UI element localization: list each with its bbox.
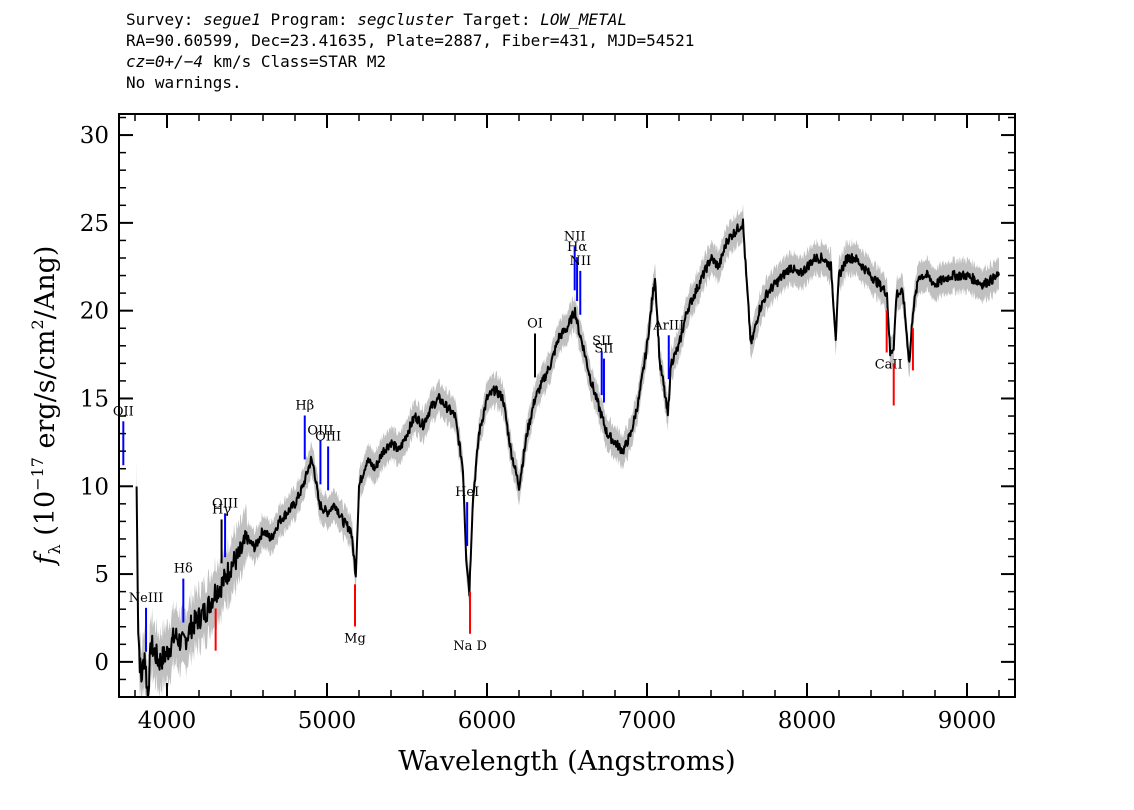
marker-label: CaII xyxy=(875,357,903,372)
x-tick-label: 7000 xyxy=(618,708,677,734)
marker-label: OIII xyxy=(307,423,333,438)
marker-oi-9: OI xyxy=(527,317,543,378)
x-tick-label: 4000 xyxy=(138,708,197,734)
y-tick-label: 0 xyxy=(94,650,109,676)
x-tick-label: 5000 xyxy=(298,708,357,734)
marker-nii-12: NII xyxy=(569,254,591,315)
y-tick-label: 15 xyxy=(80,386,109,412)
survey-label: Survey: xyxy=(126,10,194,29)
x-tick-label: 8000 xyxy=(778,708,837,734)
header-line-2: RA=90.60599, Dec=23.41635, Plate=2887, F… xyxy=(126,31,695,50)
marker-label: HeI xyxy=(455,485,479,500)
marker-hγ-3: Hγ xyxy=(212,502,231,564)
marker-hδ-2: Hδ xyxy=(174,562,193,623)
marker-label: ArIII xyxy=(652,318,684,333)
marker-label: Hβ xyxy=(295,399,314,414)
y-tick-label: 20 xyxy=(80,299,109,325)
marker-hei-8: HeI xyxy=(455,485,479,546)
marker-label: NII xyxy=(569,254,591,269)
target-value: LOW_METAL xyxy=(540,10,627,29)
marker-label: SII xyxy=(594,342,613,357)
marker-neiii-1: NeIII xyxy=(129,591,163,652)
marker-mg-17: Mg xyxy=(344,584,366,646)
program-label: Program: xyxy=(270,10,348,29)
marker-label: Mg xyxy=(344,631,366,646)
marker-label: Hα xyxy=(567,240,587,255)
marker-oii-0: OII xyxy=(113,404,134,466)
error-band xyxy=(136,203,1000,697)
x-tick-label: 6000 xyxy=(458,708,517,734)
marker-oiii-6: OIII xyxy=(307,423,333,485)
marker-ariii-15: ArIII xyxy=(652,318,684,380)
marker-label: OIII xyxy=(212,496,238,511)
y-tick-label: 10 xyxy=(80,474,109,500)
marker-sii-14: SII xyxy=(594,342,614,403)
axis-ticks: 4000 5000 6000 7000 8000 9000 0 5 10 15 20 25 30 xyxy=(80,114,1015,734)
marker-hβ-5: Hβ xyxy=(295,399,314,460)
spectrum-line xyxy=(135,218,1000,698)
spectrum-header: Survey: segue1 Program: segcluster Targe… xyxy=(126,9,694,93)
marker-oiii-4: OIII xyxy=(212,496,238,558)
marker-oiii-7: OIII xyxy=(315,429,341,491)
error-band-area xyxy=(136,203,1000,697)
marker-label: OIII xyxy=(315,429,341,444)
y-tick-label: 25 xyxy=(80,211,109,237)
marker-caii-19: CaII xyxy=(875,310,903,372)
marker-label: NII xyxy=(564,229,586,244)
marker-label: Hδ xyxy=(174,562,193,577)
marker-na-d-18: Na D xyxy=(453,591,487,654)
program-value: segcluster xyxy=(357,10,454,29)
header-line-3: cz=0+/−4 km/s Class=STAR M2 xyxy=(126,51,694,72)
line-markers: OIINeIIIHδHγOIIIHβOIIIOIIIHeIOINIIHαNIIS… xyxy=(113,229,914,654)
marker-label: NeIII xyxy=(129,591,163,606)
marker-label: Na D xyxy=(453,639,487,654)
marker-sii-13: SII xyxy=(592,334,611,396)
marker-label: SII xyxy=(592,334,611,349)
y-tick-label: 5 xyxy=(94,562,109,588)
plot-frame xyxy=(118,113,1016,698)
redshift-value: cz=0+/−4 xyxy=(126,52,204,71)
survey-value: segue1 xyxy=(203,10,261,29)
x-tick-label: 9000 xyxy=(938,708,997,734)
marker-hα-11: Hα xyxy=(567,240,587,302)
header-line-1: Survey: segue1 Program: segcluster Targe… xyxy=(126,9,694,30)
header-line-4: No warnings. xyxy=(126,73,242,92)
marker-nii-10: NII xyxy=(564,229,586,291)
x-axis-title: Wavelength (Angstroms) xyxy=(398,746,735,777)
target-label: Target: xyxy=(463,10,531,29)
marker-label: Hγ xyxy=(212,502,231,517)
y-axis-title: fλ (10−17 erg/s/cm2/Ang) xyxy=(28,246,64,567)
y-tick-label: 30 xyxy=(80,123,109,149)
marker-label: OII xyxy=(113,404,134,419)
class-text: km/s Class=STAR M2 xyxy=(203,52,387,71)
marker-label: OI xyxy=(527,317,543,332)
spectrum-series xyxy=(135,218,1000,698)
